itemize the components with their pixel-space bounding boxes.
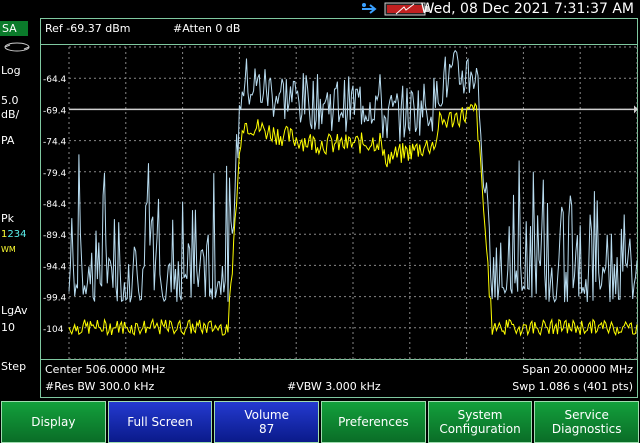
trace-average-line [68, 102, 638, 337]
vbw[interactable]: #VBW 3.000 kHz [287, 380, 381, 393]
volume-button[interactable]: Volume 87 [214, 401, 320, 443]
trace-mode: WM [1, 245, 16, 254]
ref-level[interactable]: Ref -69.37 dBm [45, 22, 131, 35]
scale-value: 5.0 [1, 94, 19, 107]
reference-marker [634, 105, 638, 114]
y-tick-label: -89.4 [43, 231, 67, 241]
attenuation[interactable]: #Atten 0 dB [173, 22, 241, 35]
full-screen-button[interactable]: Full Screen [107, 401, 213, 443]
spectrum-plot[interactable]: -64.4 -69.4 -74.4 -79.4 -84.4 -89.4 -94.4 -99.4… [40, 44, 638, 360]
scale-unit: dB/ [1, 108, 20, 121]
spectrum-graph: -64.4 -69.4 -74.4 -79.4 -84.4 -89.4 -94.4 -99.4… [43, 46, 638, 360]
y-tick-label: -104 [43, 325, 64, 335]
sweep-mode: Step [1, 360, 27, 373]
y-tick-label: -64.4 [43, 75, 67, 85]
scale-type: Log [1, 64, 21, 77]
average-type: LgAv [1, 304, 28, 317]
preferences-button[interactable]: Preferences [321, 401, 426, 443]
service-diagnostics-button[interactable]: Service Diagnostics [534, 401, 640, 443]
sweep-time[interactable]: Swp 1.086 s (401 pts) [512, 380, 633, 393]
preamp: PA [1, 134, 15, 147]
datetime: Wed, 08 Dec 2021 7:31:37 AM [420, 1, 634, 17]
detector: Pk [1, 212, 15, 225]
y-tick-label: -79.4 [43, 169, 67, 179]
softkey-bar: Display Full Screen Volume 87 Preference… [0, 401, 640, 443]
left-info-panel: SA Log 5.0 dB/ PA Pk 1234 WM LgAv 10 Ste… [0, 18, 40, 401]
trace-numbers: 1234 [1, 229, 27, 240]
y-tick-label: -99.4 [43, 294, 67, 304]
battery-icon [384, 2, 429, 16]
center-frequency[interactable]: Center 506.0000 MHz [45, 363, 166, 376]
trace-peak-line [68, 49, 638, 303]
status-bar: Wed, 08 Dec 2021 7:31:37 AM [0, 0, 640, 18]
mode-badge[interactable]: SA [0, 21, 28, 36]
measurement-header: Ref -69.37 dBm #Atten 0 dB [40, 18, 638, 44]
display-button[interactable]: Display [1, 401, 106, 443]
span[interactable]: Span 20.00000 MHz [522, 363, 633, 376]
rotary-knob-icon [4, 42, 30, 52]
y-tick-label: -69.4 [43, 106, 67, 116]
y-tick-label: -84.4 [43, 200, 67, 210]
y-tick-label: -94.4 [43, 262, 67, 272]
system-configuration-button[interactable]: System Configuration [427, 401, 533, 443]
res-bw[interactable]: #Res BW 300.0 kHz [45, 380, 155, 393]
y-tick-label: -74.4 [43, 138, 67, 148]
usb-icon [362, 3, 377, 14]
average-count: 10 [1, 321, 15, 334]
measurement-footer: Center 506.0000 MHz Span 20.00000 MHz #R… [40, 360, 638, 398]
